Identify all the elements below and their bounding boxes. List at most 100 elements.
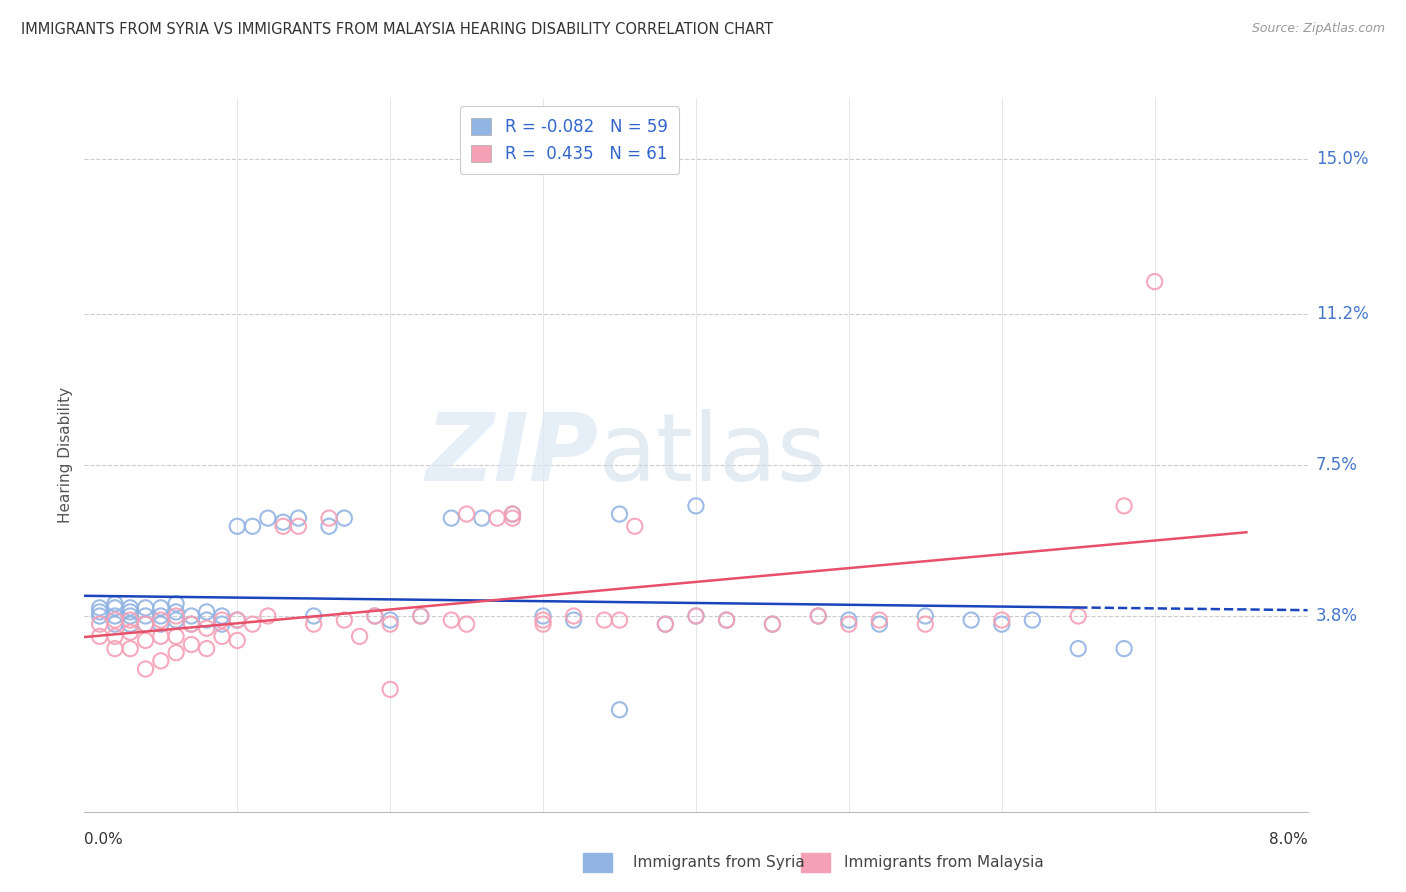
- Point: [120, 613, 142, 627]
- Point: [211, 617, 233, 632]
- Point: [531, 617, 554, 632]
- Point: [257, 511, 280, 525]
- Point: [501, 507, 523, 521]
- Point: [456, 507, 478, 521]
- Point: [471, 511, 494, 525]
- Point: [531, 609, 554, 624]
- Point: [104, 613, 127, 627]
- Point: [838, 613, 860, 627]
- Point: [869, 613, 891, 627]
- Point: [409, 609, 432, 624]
- Point: [624, 519, 647, 533]
- Point: [135, 609, 157, 624]
- Point: [104, 641, 127, 656]
- Text: Immigrants from Syria: Immigrants from Syria: [633, 855, 804, 870]
- Point: [685, 609, 707, 624]
- Text: 0.0%: 0.0%: [84, 832, 124, 847]
- Point: [89, 609, 111, 624]
- Point: [302, 617, 325, 632]
- Point: [562, 609, 585, 624]
- Point: [165, 613, 187, 627]
- Point: [180, 638, 202, 652]
- Point: [165, 597, 187, 611]
- Point: [149, 609, 172, 624]
- Point: [165, 629, 187, 643]
- Point: [226, 613, 249, 627]
- Point: [135, 600, 157, 615]
- Point: [149, 613, 172, 627]
- Point: [89, 605, 111, 619]
- Point: [135, 617, 157, 632]
- Point: [89, 629, 111, 643]
- Point: [914, 617, 936, 632]
- Text: ZIP: ZIP: [425, 409, 598, 501]
- Text: atlas: atlas: [598, 409, 827, 501]
- Point: [271, 519, 294, 533]
- Point: [104, 597, 127, 611]
- Point: [1067, 609, 1090, 624]
- Point: [211, 613, 233, 627]
- Point: [609, 613, 631, 627]
- Point: [318, 519, 340, 533]
- Point: [180, 609, 202, 624]
- Point: [226, 519, 249, 533]
- Point: [531, 613, 554, 627]
- Point: [914, 609, 936, 624]
- Point: [242, 617, 264, 632]
- Point: [456, 617, 478, 632]
- Point: [120, 641, 142, 656]
- Point: [333, 511, 356, 525]
- Point: [195, 613, 218, 627]
- Text: Source: ZipAtlas.com: Source: ZipAtlas.com: [1251, 22, 1385, 36]
- Point: [761, 617, 783, 632]
- Y-axis label: Hearing Disability: Hearing Disability: [58, 387, 73, 523]
- Text: 7.5%: 7.5%: [1316, 456, 1358, 475]
- Point: [165, 609, 187, 624]
- Point: [501, 507, 523, 521]
- Point: [869, 617, 891, 632]
- Point: [120, 605, 142, 619]
- Point: [1143, 275, 1166, 289]
- Point: [380, 613, 402, 627]
- Point: [501, 511, 523, 525]
- Point: [1114, 499, 1136, 513]
- Point: [990, 617, 1012, 632]
- Point: [593, 613, 616, 627]
- Point: [1067, 641, 1090, 656]
- Text: 15.0%: 15.0%: [1316, 150, 1368, 169]
- Point: [165, 646, 187, 660]
- Text: 8.0%: 8.0%: [1268, 832, 1308, 847]
- Point: [104, 609, 127, 624]
- Point: [302, 609, 325, 624]
- Point: [135, 633, 157, 648]
- Point: [195, 605, 218, 619]
- Point: [838, 617, 860, 632]
- Point: [654, 617, 676, 632]
- Text: IMMIGRANTS FROM SYRIA VS IMMIGRANTS FROM MALAYSIA HEARING DISABILITY CORRELATION: IMMIGRANTS FROM SYRIA VS IMMIGRANTS FROM…: [21, 22, 773, 37]
- Text: Immigrants from Malaysia: Immigrants from Malaysia: [844, 855, 1043, 870]
- Point: [609, 703, 631, 717]
- Point: [349, 629, 371, 643]
- Point: [271, 515, 294, 529]
- Point: [104, 617, 127, 632]
- Point: [761, 617, 783, 632]
- Legend: R = -0.082   N = 59, R =  0.435   N = 61: R = -0.082 N = 59, R = 0.435 N = 61: [460, 106, 679, 175]
- Point: [364, 609, 387, 624]
- Point: [318, 511, 340, 525]
- Point: [226, 633, 249, 648]
- Point: [685, 609, 707, 624]
- Point: [990, 613, 1012, 627]
- Point: [120, 609, 142, 624]
- Point: [211, 609, 233, 624]
- Point: [195, 621, 218, 635]
- Point: [716, 613, 738, 627]
- Point: [89, 617, 111, 632]
- Point: [440, 613, 463, 627]
- Point: [807, 609, 830, 624]
- Point: [685, 499, 707, 513]
- Point: [89, 600, 111, 615]
- Point: [807, 609, 830, 624]
- Point: [211, 629, 233, 643]
- Point: [562, 613, 585, 627]
- Point: [195, 641, 218, 656]
